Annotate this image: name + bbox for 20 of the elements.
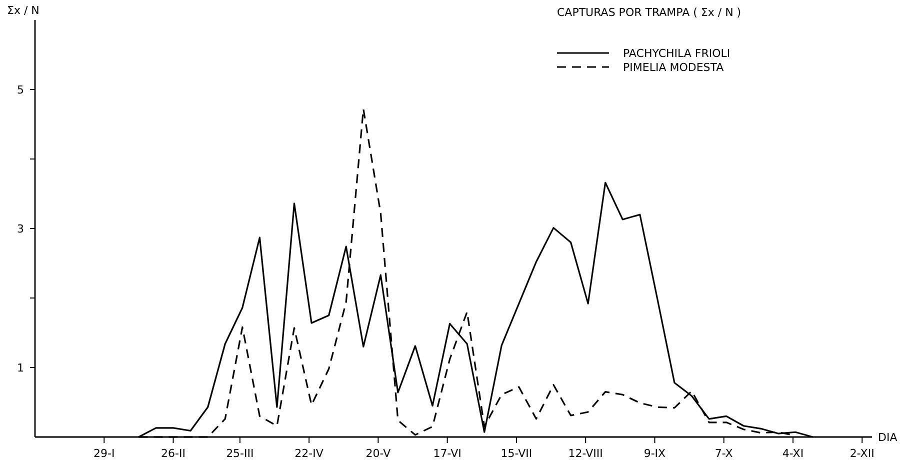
y-tick-label: 1: [17, 362, 24, 374]
y-axis-title: Σx / N: [7, 4, 40, 17]
legend-label: PIMELIA MODESTA: [623, 61, 724, 74]
x-tick-label: 29-I: [94, 447, 115, 460]
x-tick-label: 7-X: [714, 447, 734, 460]
x-tick-label: 4-XI: [782, 447, 804, 460]
x-axis-title: DIA: [878, 431, 898, 444]
x-tick-label: 20-V: [366, 447, 392, 460]
x-tick-label: 25-III: [226, 447, 254, 460]
x-tick-label: 9-IX: [644, 447, 666, 460]
legend-label: PACHYCHILA FRIOLI: [623, 47, 730, 60]
x-tick-label: 17-VI: [433, 447, 462, 460]
x-tick-label: 26-II: [161, 447, 186, 460]
x-tick-label: 22-IV: [294, 447, 324, 460]
y-tick-label: 5: [17, 84, 24, 96]
legend-title: CAPTURAS POR TRAMPA ( Σx / N ): [557, 6, 742, 19]
x-tick-label: 15-VII: [500, 447, 532, 460]
x-tick-label: 2-XII: [850, 447, 874, 460]
x-tick-label: 12-VIII: [568, 447, 603, 460]
y-tick-label: 3: [17, 222, 24, 236]
